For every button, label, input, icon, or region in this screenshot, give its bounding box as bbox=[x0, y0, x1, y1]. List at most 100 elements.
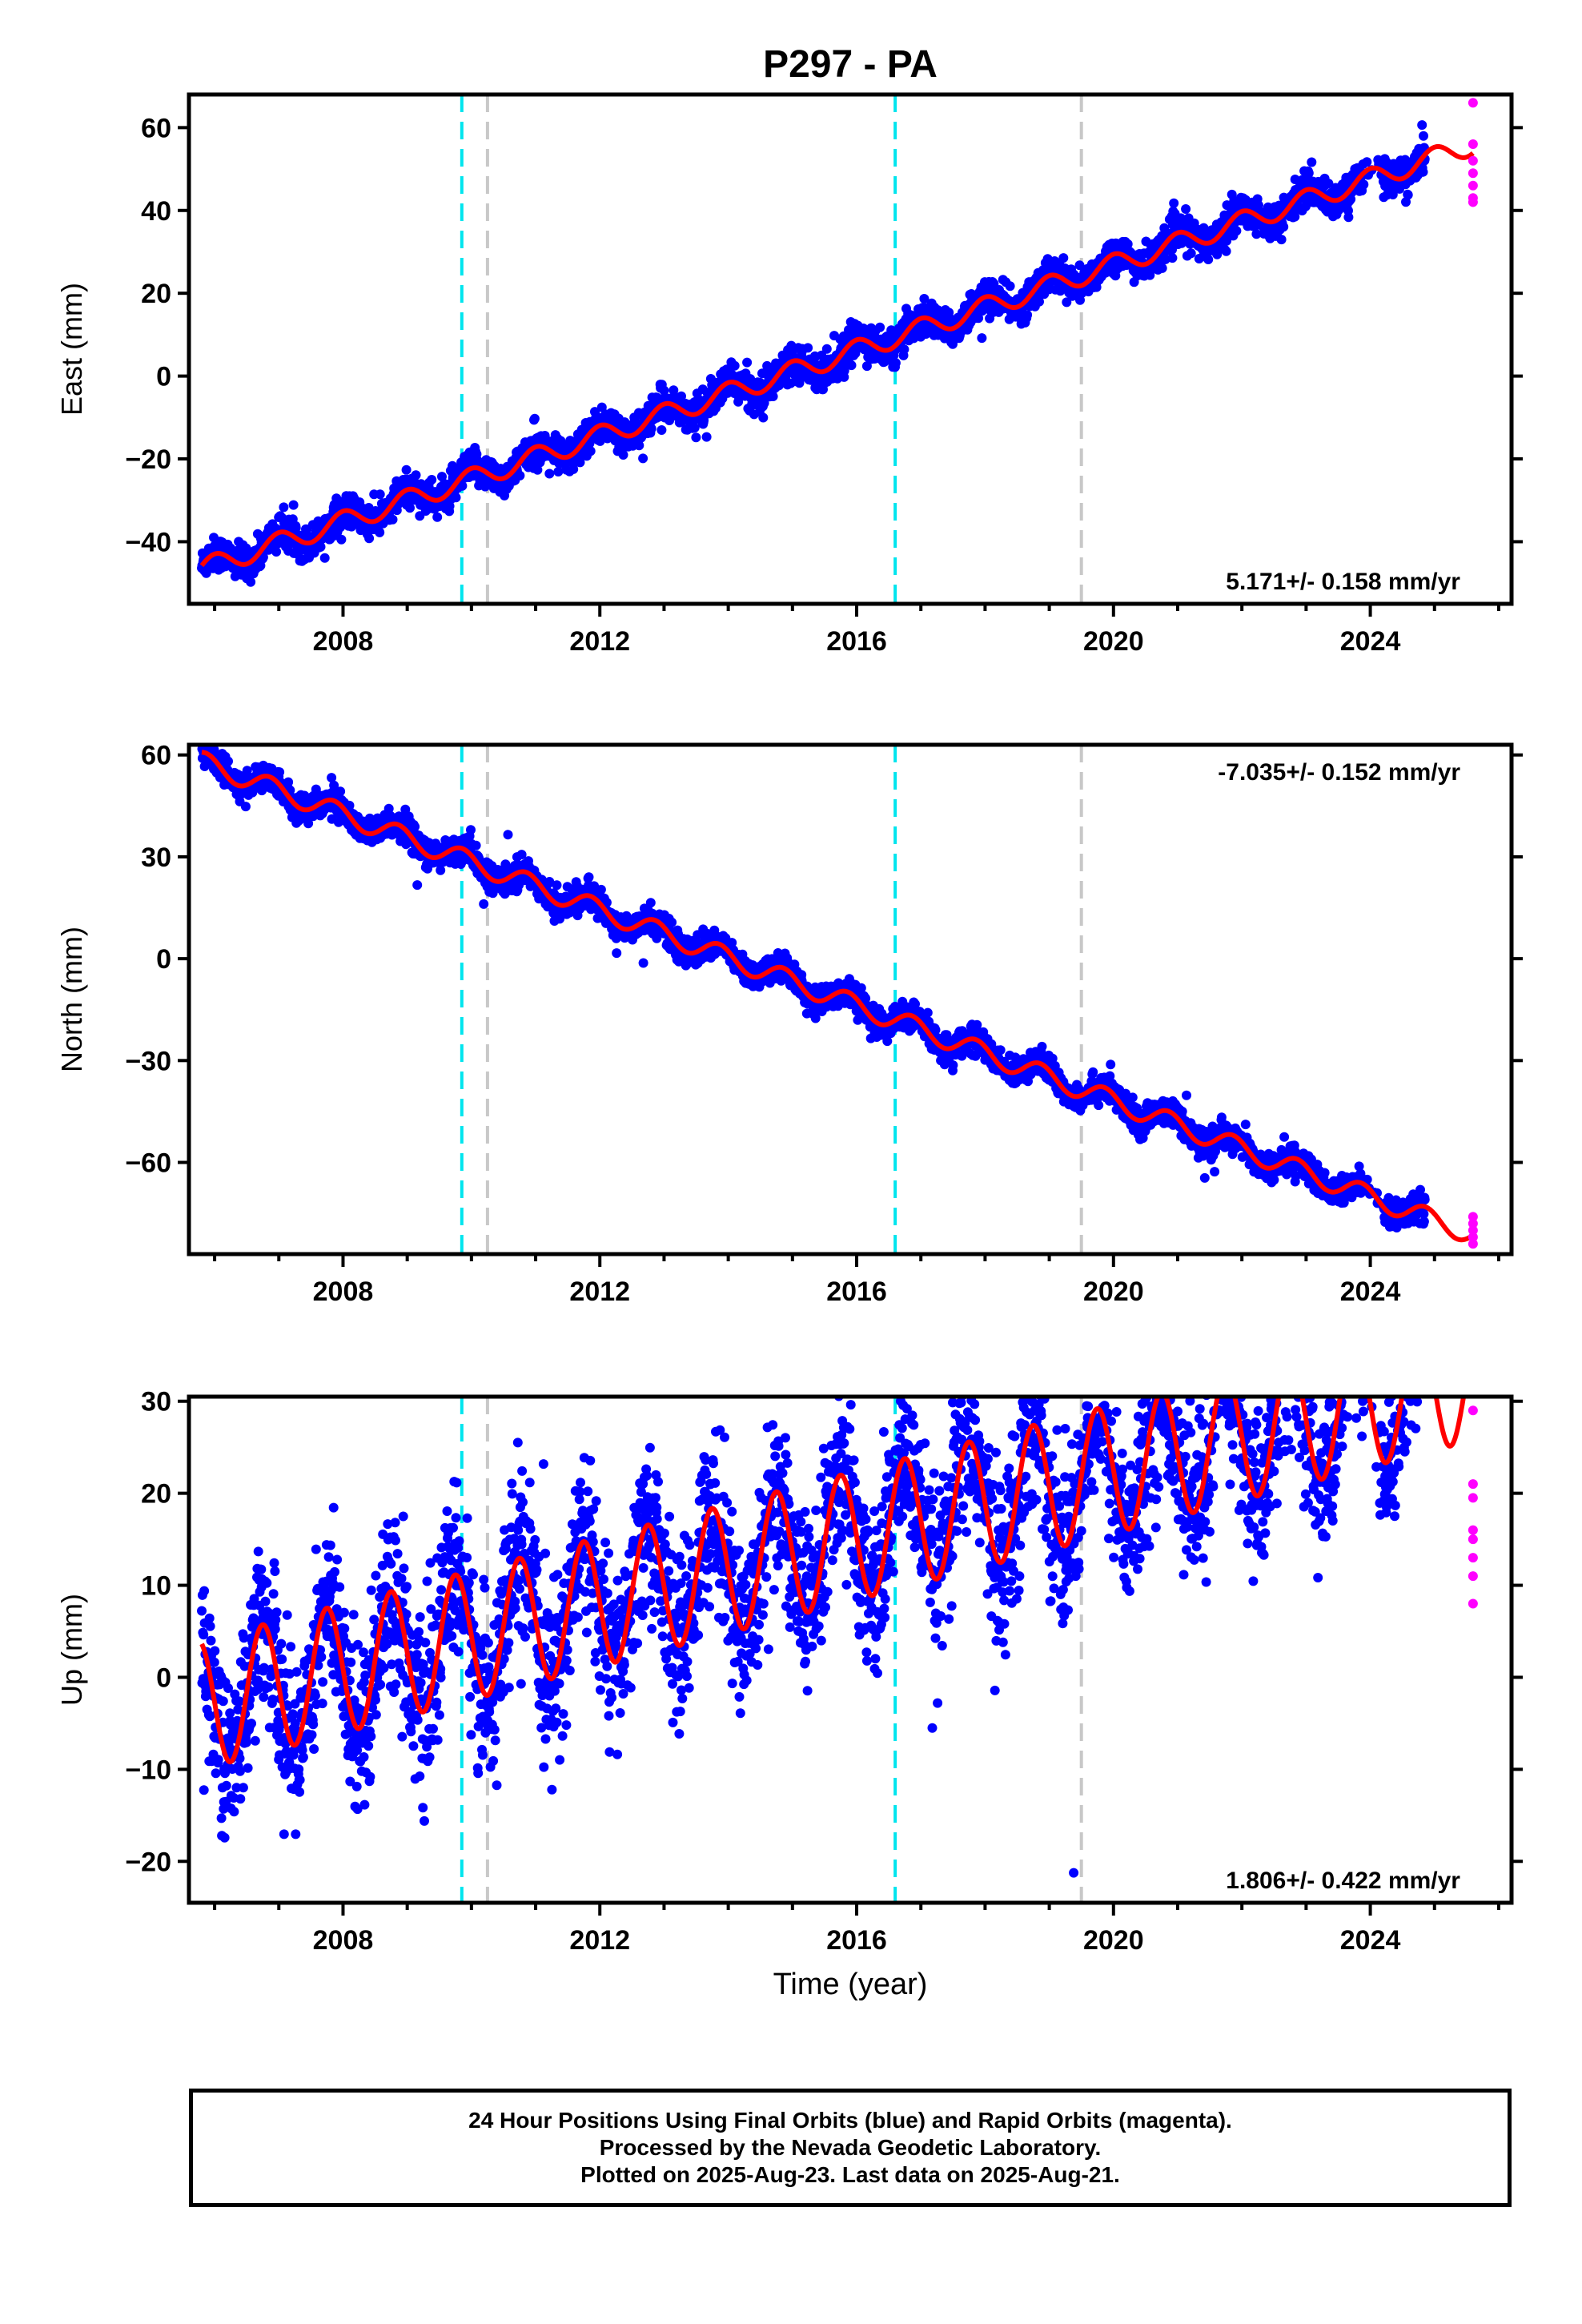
east-data-point bbox=[1362, 157, 1372, 167]
east-data-point bbox=[1221, 246, 1231, 256]
east-rate-label: 5.171+/- 0.158 mm/yr bbox=[1226, 569, 1460, 595]
east-data-point bbox=[411, 470, 421, 480]
east-data-point bbox=[1169, 198, 1179, 208]
east-data-point bbox=[689, 423, 700, 433]
east-data-point bbox=[758, 412, 769, 423]
north-data-point bbox=[412, 880, 423, 891]
figure-title: P297 - PA bbox=[763, 43, 938, 86]
east-data-point bbox=[729, 360, 740, 371]
east-data-point bbox=[638, 453, 648, 464]
east-data-point bbox=[803, 343, 813, 353]
east-x-tick-label: 2020 bbox=[1083, 626, 1144, 657]
east-y-tick-label: 40 bbox=[141, 196, 171, 227]
east-data-point bbox=[759, 398, 769, 408]
east-data-point bbox=[515, 470, 525, 480]
east-data-point bbox=[742, 357, 753, 368]
east-data-point bbox=[401, 464, 412, 475]
north-data-point bbox=[645, 898, 656, 908]
east-data-point bbox=[584, 438, 595, 448]
north-data-point bbox=[466, 825, 476, 835]
east-data-point bbox=[659, 385, 669, 396]
east-plot-area bbox=[197, 94, 1478, 604]
east-data-point bbox=[336, 534, 347, 545]
east-y-axis-label: East (mm) bbox=[55, 283, 88, 416]
east-data-point bbox=[677, 391, 686, 401]
east-data-point bbox=[553, 467, 564, 476]
east-x-tick-label: 2016 bbox=[826, 626, 887, 657]
east-data-point bbox=[1307, 157, 1317, 167]
east-data-point bbox=[701, 432, 712, 442]
east-rapid-point bbox=[1468, 98, 1478, 108]
east-x-tick-label: 2024 bbox=[1340, 626, 1401, 657]
east-data-point bbox=[319, 553, 330, 563]
east-data-point bbox=[1359, 179, 1369, 190]
east-x-tick-label: 2012 bbox=[569, 626, 630, 657]
north-data-point bbox=[667, 917, 677, 927]
east-data-point bbox=[364, 533, 375, 544]
north-data-point bbox=[638, 958, 648, 968]
east-rapid-point bbox=[1468, 139, 1478, 150]
north-data-point bbox=[240, 802, 251, 812]
east-y-tick-label: 60 bbox=[141, 113, 171, 143]
north-data-point bbox=[471, 840, 481, 850]
north-data-point bbox=[223, 756, 233, 766]
east-y-tick-label: −20 bbox=[125, 444, 171, 475]
east-data-point bbox=[315, 541, 326, 552]
east-data-point bbox=[1022, 310, 1033, 320]
north-data-point bbox=[436, 865, 446, 875]
east-rapid-point bbox=[1468, 168, 1478, 179]
east-data-point bbox=[1186, 248, 1196, 259]
east-data-point bbox=[846, 360, 857, 371]
east-y-tick-label: 20 bbox=[141, 279, 171, 309]
east-data-point bbox=[1157, 263, 1167, 273]
east-rapid-point bbox=[1468, 180, 1478, 191]
east-rapid-point bbox=[1468, 155, 1478, 166]
east-y-tick-label: −40 bbox=[125, 527, 171, 557]
east-data-point bbox=[618, 450, 628, 460]
east-data-point bbox=[1005, 281, 1015, 292]
east-data-point bbox=[899, 344, 909, 355]
east-data-point bbox=[1058, 253, 1069, 263]
east-data-point bbox=[405, 503, 415, 513]
east-data-point bbox=[890, 358, 901, 368]
east-data-point bbox=[1403, 190, 1413, 200]
east-data-point bbox=[291, 523, 301, 533]
east-data-point bbox=[258, 552, 268, 562]
north-data-point bbox=[275, 767, 285, 778]
east-data-point bbox=[691, 432, 701, 443]
east-data-point bbox=[529, 413, 540, 424]
east-data-point bbox=[387, 514, 398, 525]
east-data-point bbox=[1276, 235, 1287, 245]
east-data-point bbox=[451, 493, 461, 503]
east-data-point bbox=[656, 425, 667, 435]
east-data-point bbox=[1343, 212, 1354, 223]
north-data-point bbox=[503, 830, 513, 840]
north-data-point bbox=[197, 683, 207, 693]
east-data-point bbox=[444, 501, 455, 512]
east-data-point bbox=[634, 440, 644, 451]
east-data-point bbox=[288, 500, 299, 510]
north-data-point bbox=[283, 777, 294, 787]
east-rapid-orbit-points bbox=[1468, 98, 1478, 207]
north-data-point bbox=[335, 786, 346, 797]
east-data-point bbox=[1203, 255, 1214, 264]
east-data-point bbox=[1419, 131, 1428, 141]
north-data-point bbox=[552, 880, 562, 891]
north-data-point bbox=[479, 899, 489, 909]
east-data-point bbox=[532, 464, 543, 475]
east-data-point bbox=[596, 402, 607, 412]
east-x-tick-label: 2008 bbox=[313, 626, 374, 657]
east-data-point bbox=[375, 527, 385, 537]
east-data-point bbox=[1279, 222, 1289, 232]
east-data-point bbox=[821, 344, 832, 354]
east-y-tick-label: 0 bbox=[156, 362, 171, 392]
north-data-point bbox=[612, 948, 622, 959]
east-data-point bbox=[427, 475, 437, 485]
east-data-point bbox=[375, 489, 385, 500]
east-data-point bbox=[646, 424, 656, 434]
east-data-point bbox=[1181, 204, 1191, 214]
east-data-point bbox=[544, 468, 555, 479]
